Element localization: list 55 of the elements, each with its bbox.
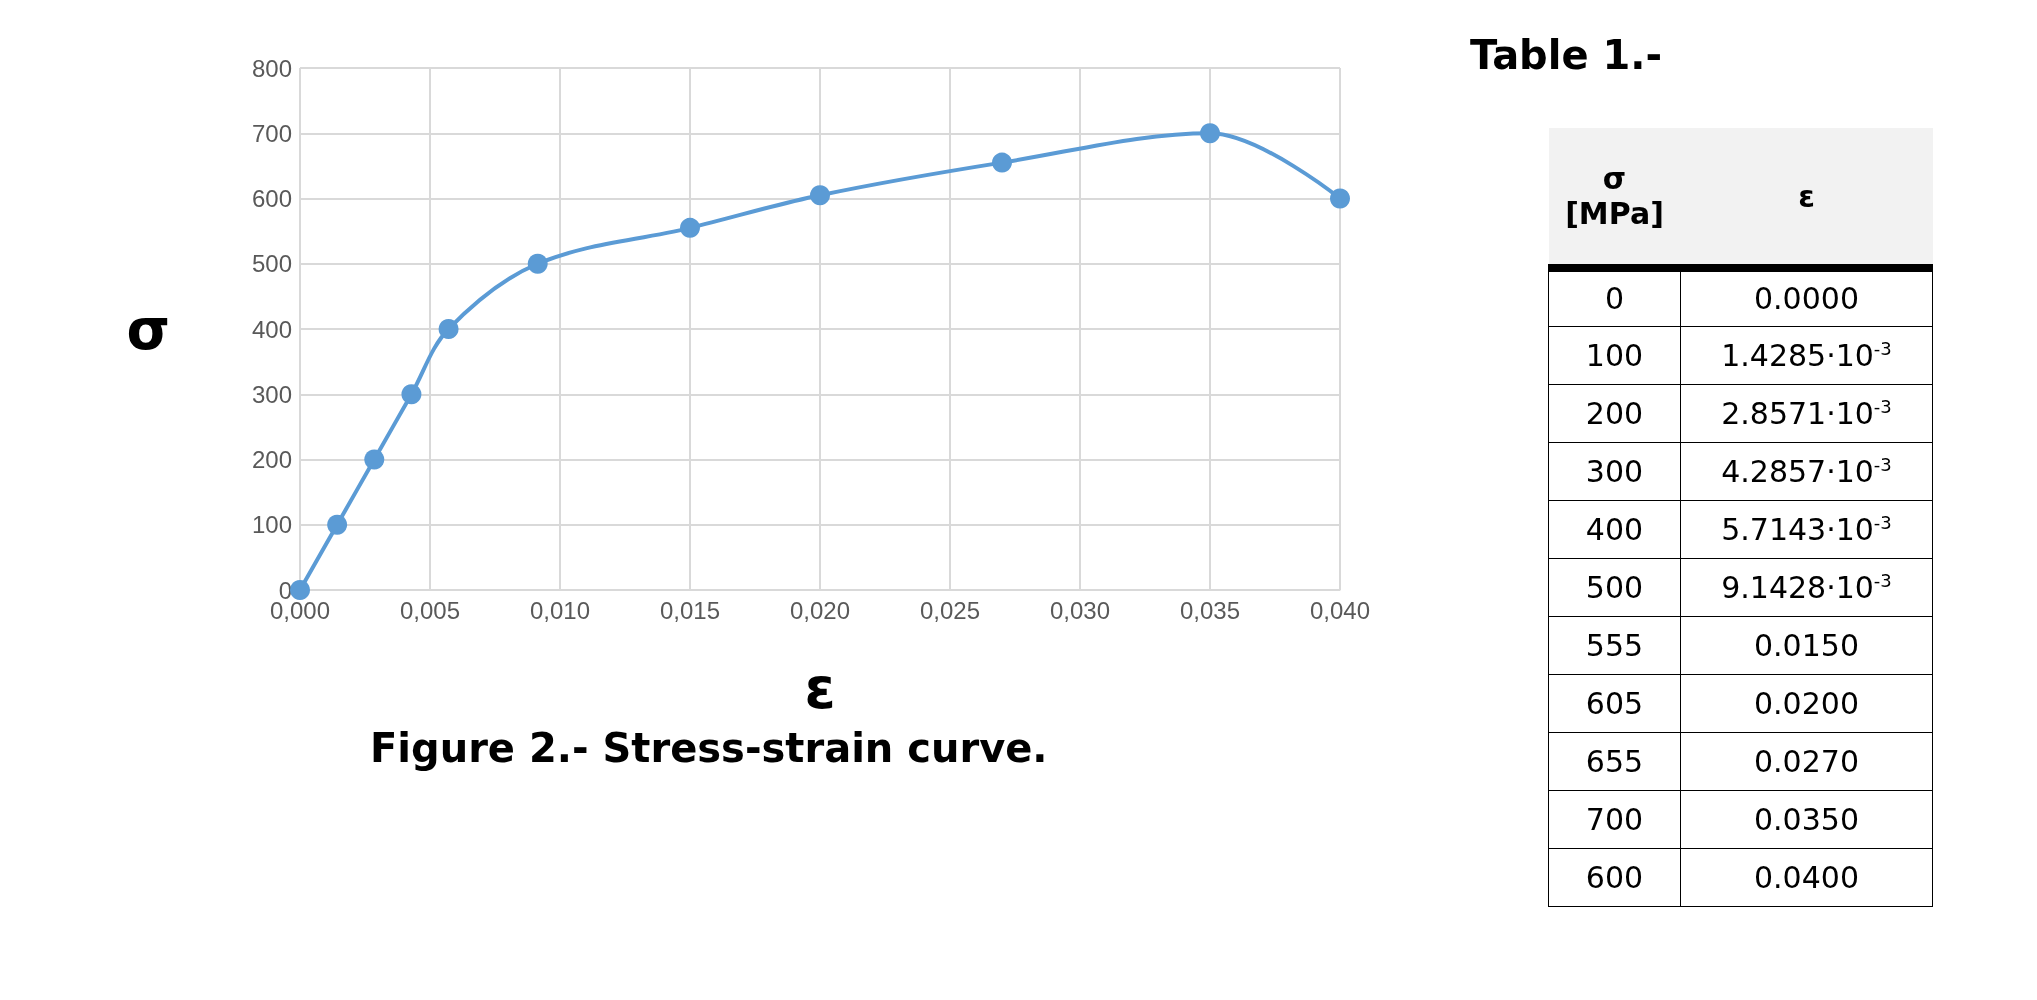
point: [364, 449, 385, 470]
text: 0.0270: [1680, 732, 1933, 790]
text: 0.0000: [1680, 268, 1933, 326]
text: 4.2857·10$^{-3}$: [1680, 442, 1933, 500]
text: 0.0150: [1680, 616, 1933, 674]
caption: Table 1.-: [1470, 32, 1663, 78]
text: 400: [1548, 500, 1681, 558]
y-tick-label: 200: [251, 446, 292, 473]
point: [1330, 188, 1350, 209]
point: [290, 580, 310, 600]
x-tick-label: 0,020: [789, 596, 851, 624]
point: [992, 152, 1012, 173]
text: 5.7143·10$^{-3}$: [1680, 500, 1933, 558]
y-tick-label: 100: [251, 511, 292, 539]
point: [527, 253, 548, 274]
y-tick-label: 700: [251, 119, 292, 147]
text: σ [MPa]: [1548, 128, 1681, 268]
x-tick-label: 0,025: [919, 596, 981, 624]
text: 2.8571·10$^{-3}$: [1680, 384, 1933, 442]
point: [438, 319, 459, 339]
point: [401, 384, 422, 405]
text: 0: [1548, 268, 1681, 326]
text: 655: [1548, 732, 1681, 790]
y-tick-label: 500: [251, 250, 292, 278]
text: 600: [1548, 848, 1681, 906]
text: 0.0200: [1680, 674, 1933, 732]
y-tick-label: 800: [251, 54, 292, 82]
text: 605: [1548, 674, 1681, 732]
text: 200: [1548, 384, 1681, 442]
text: 300: [1548, 442, 1681, 500]
point: [810, 185, 830, 206]
text: 500: [1548, 558, 1681, 616]
point: [1200, 123, 1220, 144]
y-tick-label: 600: [251, 185, 292, 212]
y-tick-label: 300: [251, 380, 292, 408]
point: [327, 514, 348, 535]
text: 9.1428·10$^{-3}$: [1680, 558, 1933, 616]
text: 555: [1548, 616, 1681, 674]
text: 700: [1548, 790, 1681, 848]
x-tick-label: 0,030: [1049, 596, 1111, 624]
x-tick-label: 0,035: [1179, 596, 1241, 624]
x-axis-title: ε: [804, 655, 836, 721]
text: 1.4285·10$^{-3}$: [1680, 326, 1933, 384]
y-axis-title: σ: [126, 296, 170, 362]
text: ε: [1680, 128, 1933, 268]
text: 0.0350: [1680, 790, 1933, 848]
y-tick-label: 400: [251, 315, 292, 343]
x-tick-label: 0,010: [529, 596, 591, 624]
text: 100: [1548, 326, 1681, 384]
x-tick-label: 0,015: [659, 596, 721, 624]
x-tick-label: 0,005: [399, 596, 461, 624]
text: 0.0400: [1680, 848, 1933, 906]
text: Figure 2.- Stress-strain curve.: [370, 725, 1048, 771]
x-tick-label: 0,040: [1309, 596, 1371, 624]
point: [680, 217, 700, 238]
